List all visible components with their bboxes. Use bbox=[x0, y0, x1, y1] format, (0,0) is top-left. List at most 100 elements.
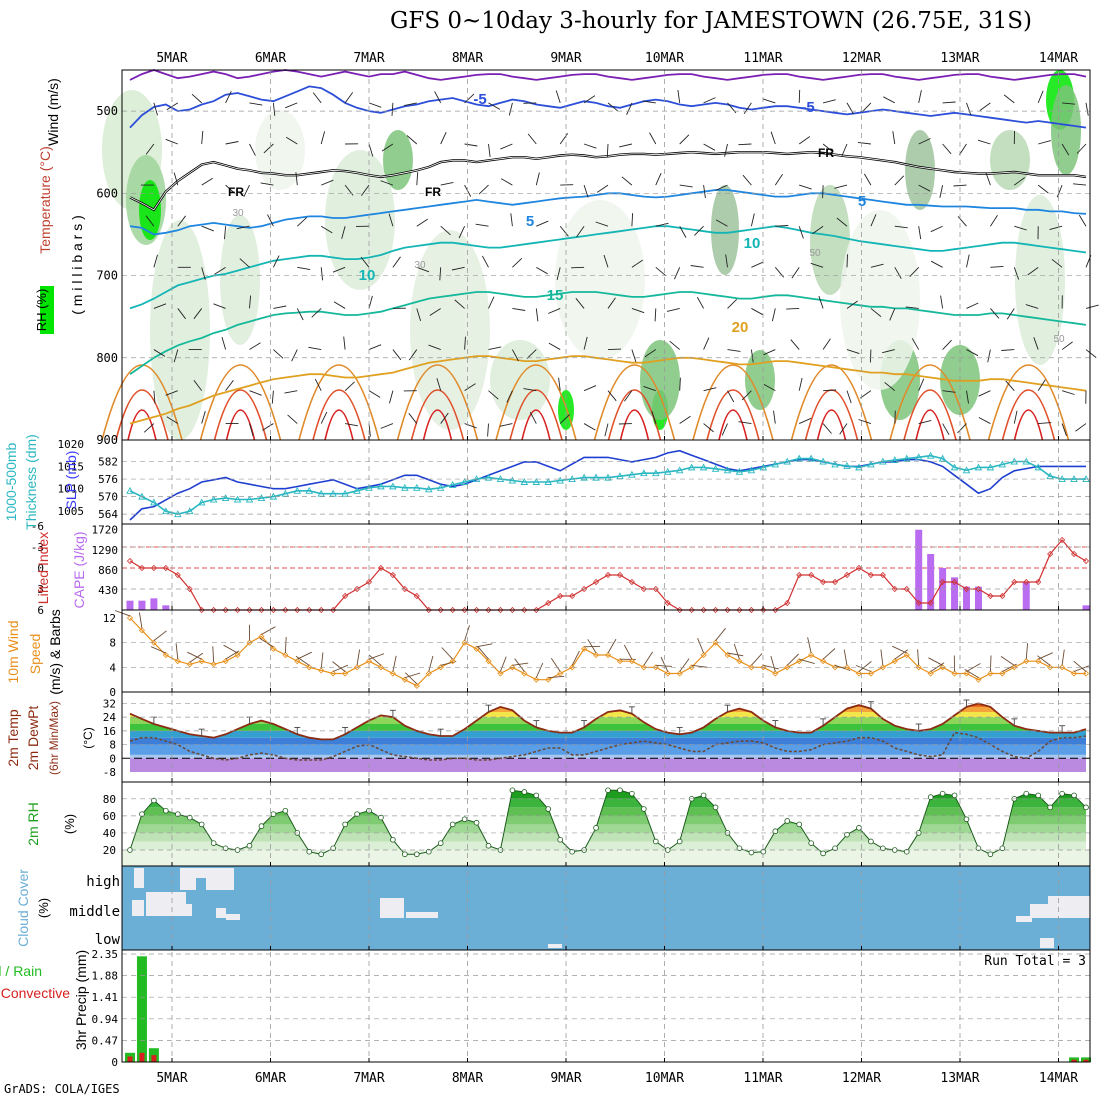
wind-barb bbox=[320, 131, 326, 145]
rh-marker bbox=[999, 845, 1006, 852]
wind-speed-marker bbox=[365, 658, 373, 665]
isotherm-35-bump bbox=[1013, 409, 1044, 441]
wind-barb bbox=[145, 143, 155, 155]
lifted-index-marker bbox=[413, 592, 420, 600]
wind-barb bbox=[978, 417, 991, 424]
wind-barb bbox=[321, 179, 334, 186]
isotherm-35-bump bbox=[718, 409, 748, 441]
temp-band bbox=[130, 758, 1086, 772]
wind-barb bbox=[464, 423, 477, 429]
rh-shading-blob bbox=[220, 215, 260, 345]
wind-barb bbox=[631, 259, 643, 268]
surface-wind-barb bbox=[261, 626, 276, 635]
wind-barb bbox=[576, 225, 585, 238]
surface-wind-barb bbox=[799, 658, 815, 665]
surface-wind-barb bbox=[368, 654, 382, 666]
rh-marker bbox=[987, 851, 994, 858]
wind-barb bbox=[679, 377, 681, 391]
wind-barb bbox=[631, 213, 634, 227]
wind-barb bbox=[930, 260, 943, 268]
wind-barb bbox=[1076, 143, 1087, 154]
wind-barb bbox=[153, 390, 156, 404]
wind-barb bbox=[621, 176, 633, 186]
cloud-level-label: low bbox=[95, 932, 121, 948]
rh-marker bbox=[1071, 792, 1077, 799]
wind-barb bbox=[655, 173, 662, 186]
surface-wind-barb bbox=[770, 655, 776, 672]
wind-barb bbox=[703, 423, 714, 433]
wind-barb bbox=[644, 349, 657, 358]
surface-wind-barb bbox=[295, 655, 310, 666]
thickness-marker bbox=[520, 478, 529, 485]
cloud-patch bbox=[132, 900, 144, 916]
thickness-marker bbox=[938, 454, 947, 462]
wind-speed-marker bbox=[557, 670, 564, 677]
wind-barb bbox=[909, 267, 920, 278]
surface-wind-barb bbox=[1061, 649, 1065, 666]
precip-convective-bar bbox=[1083, 1059, 1089, 1062]
wind-barb bbox=[703, 143, 716, 151]
wind-barb bbox=[870, 308, 882, 317]
wind-barb bbox=[724, 143, 728, 157]
rh-marker bbox=[485, 842, 492, 849]
wind-barb bbox=[512, 349, 519, 362]
wind-barb bbox=[725, 254, 728, 268]
surface-wind-barb bbox=[858, 661, 872, 672]
wind-barb bbox=[416, 308, 422, 322]
wind-barb bbox=[548, 342, 561, 350]
surface-wind-barb bbox=[1000, 656, 1015, 666]
thickness-marker bbox=[389, 482, 397, 490]
grads-credit: GrADS: COLA/IGES bbox=[4, 1082, 120, 1096]
rh-shading-blob bbox=[490, 340, 550, 420]
thickness-marker bbox=[723, 466, 732, 474]
ylabel-cloud: Cloud Cover bbox=[15, 869, 31, 947]
wind-barb bbox=[741, 390, 752, 401]
thickness-marker bbox=[914, 453, 923, 461]
thickness-marker bbox=[771, 460, 780, 468]
wind-speed-marker bbox=[664, 670, 671, 677]
wind-speed-marker bbox=[891, 658, 898, 665]
thickness-marker bbox=[532, 478, 541, 485]
lifted-index-marker bbox=[784, 599, 791, 607]
wind-speed-marker bbox=[234, 651, 241, 659]
surface-wind-barb bbox=[189, 652, 204, 663]
surface-wind-barb bbox=[404, 672, 421, 679]
surface-wind-barb bbox=[930, 662, 945, 672]
wind-barb bbox=[918, 138, 931, 145]
surface-wind-barb bbox=[715, 627, 726, 641]
wind-barb bbox=[320, 267, 324, 281]
wind-barb bbox=[262, 423, 274, 431]
wind-barb bbox=[583, 184, 589, 198]
ylabel-temp2m: 2m Temp bbox=[5, 709, 21, 767]
wind-barb bbox=[224, 226, 227, 240]
wind-speed-marker bbox=[676, 670, 683, 677]
wind-barb bbox=[153, 102, 158, 116]
surface-wind-barb bbox=[175, 643, 179, 660]
surface-wind-barb bbox=[679, 658, 690, 672]
thickness-marker bbox=[413, 483, 421, 491]
wind-barb bbox=[225, 91, 232, 104]
wind-barb bbox=[488, 346, 502, 350]
rh-marker bbox=[784, 818, 791, 824]
wind-barb bbox=[966, 102, 972, 116]
wind-barb bbox=[263, 143, 274, 154]
wind-barb bbox=[715, 184, 728, 191]
rh-marker bbox=[629, 790, 635, 797]
contour-label: FR bbox=[228, 185, 244, 199]
temp-band bbox=[130, 737, 1086, 745]
wind-barb bbox=[846, 102, 854, 115]
wind-barb bbox=[985, 172, 991, 186]
slp-tick: 1015 bbox=[58, 460, 85, 473]
wind-speed-marker bbox=[700, 651, 707, 659]
date-label-bottom: 14MAR bbox=[1039, 1071, 1078, 1086]
wind-barb bbox=[284, 390, 298, 394]
isotherm-35-bump bbox=[225, 409, 256, 441]
wind-barb bbox=[966, 390, 969, 404]
wind-barb bbox=[1085, 304, 1099, 309]
wind-speed-marker bbox=[198, 658, 205, 665]
thickness-marker bbox=[867, 460, 875, 468]
wind-barb bbox=[499, 423, 513, 427]
wind-barb bbox=[191, 93, 203, 104]
ylabel-wind10m: 10m Wind bbox=[5, 620, 21, 683]
